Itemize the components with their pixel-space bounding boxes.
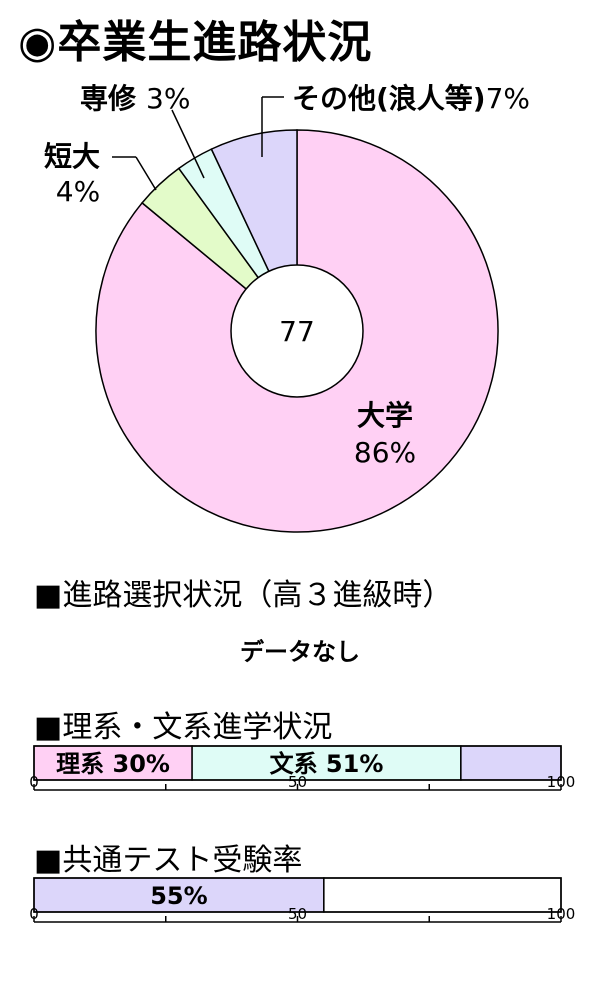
science-arts-axis-tick-label: 50 (288, 773, 307, 791)
svg-text:専修3%: 専修 3% (80, 82, 190, 115)
slice-university (95, 129, 499, 533)
slice-value-university: 86% (354, 436, 416, 469)
slice-value-other: 7% (486, 82, 530, 115)
science-arts-bar-chart: 理系 30% 文系 51% 0 50 100 (29, 745, 576, 791)
science-arts-segment-label: 理系 30% (56, 750, 170, 778)
slice-label-university: 大学 (357, 399, 413, 432)
common-test-axis-tick-label: 0 (29, 905, 39, 923)
science-arts-segment (191, 745, 462, 781)
svg-text:その他(浪人等)7%: その他(浪人等)7% (292, 82, 530, 115)
science-arts-axis-tick-label: 0 (29, 773, 39, 791)
common-test-bar-chart: 55% 0 50 100 (29, 877, 576, 923)
slice-label-vocational: 専修 (80, 82, 137, 115)
science-arts-frame (33, 745, 562, 781)
common-test-frame (33, 877, 562, 913)
donut-chart: 77 大学 86% 短大 4% 専修 3% その他(浪人等)7% (44, 82, 530, 533)
career-choice-title: ■進路選択状況（高３進級時） (34, 578, 453, 613)
no-data-message: データなし (240, 638, 360, 666)
slice-label-junior: 短大 (44, 140, 100, 173)
common-test-title: ■共通テスト受験率 (34, 843, 303, 878)
slice-value-vocational: 3% (146, 82, 190, 115)
slice-value-junior: 4% (56, 175, 100, 208)
science-arts-segment-label: 文系 51% (270, 750, 384, 778)
center-label: 77 (279, 315, 315, 348)
common-test-segment (323, 877, 562, 913)
science-arts-title: ■理系・文系進学状況 (34, 710, 333, 745)
common-test-axis-tick-label: 50 (288, 905, 307, 923)
science-arts-axis-tick-label: 100 (547, 773, 576, 791)
donut-hole (230, 264, 364, 398)
common-test-axis-tick-label: 100 (547, 905, 576, 923)
slice-label-other: その他(浪人等) (292, 82, 486, 115)
leader-line-vocational (171, 109, 205, 179)
leader-line-junior-diag (135, 156, 157, 191)
page-title: ◉卒業生進路状況 (18, 17, 373, 68)
common-test-segment (33, 877, 325, 913)
common-test-segment-label: 55% (150, 882, 207, 910)
